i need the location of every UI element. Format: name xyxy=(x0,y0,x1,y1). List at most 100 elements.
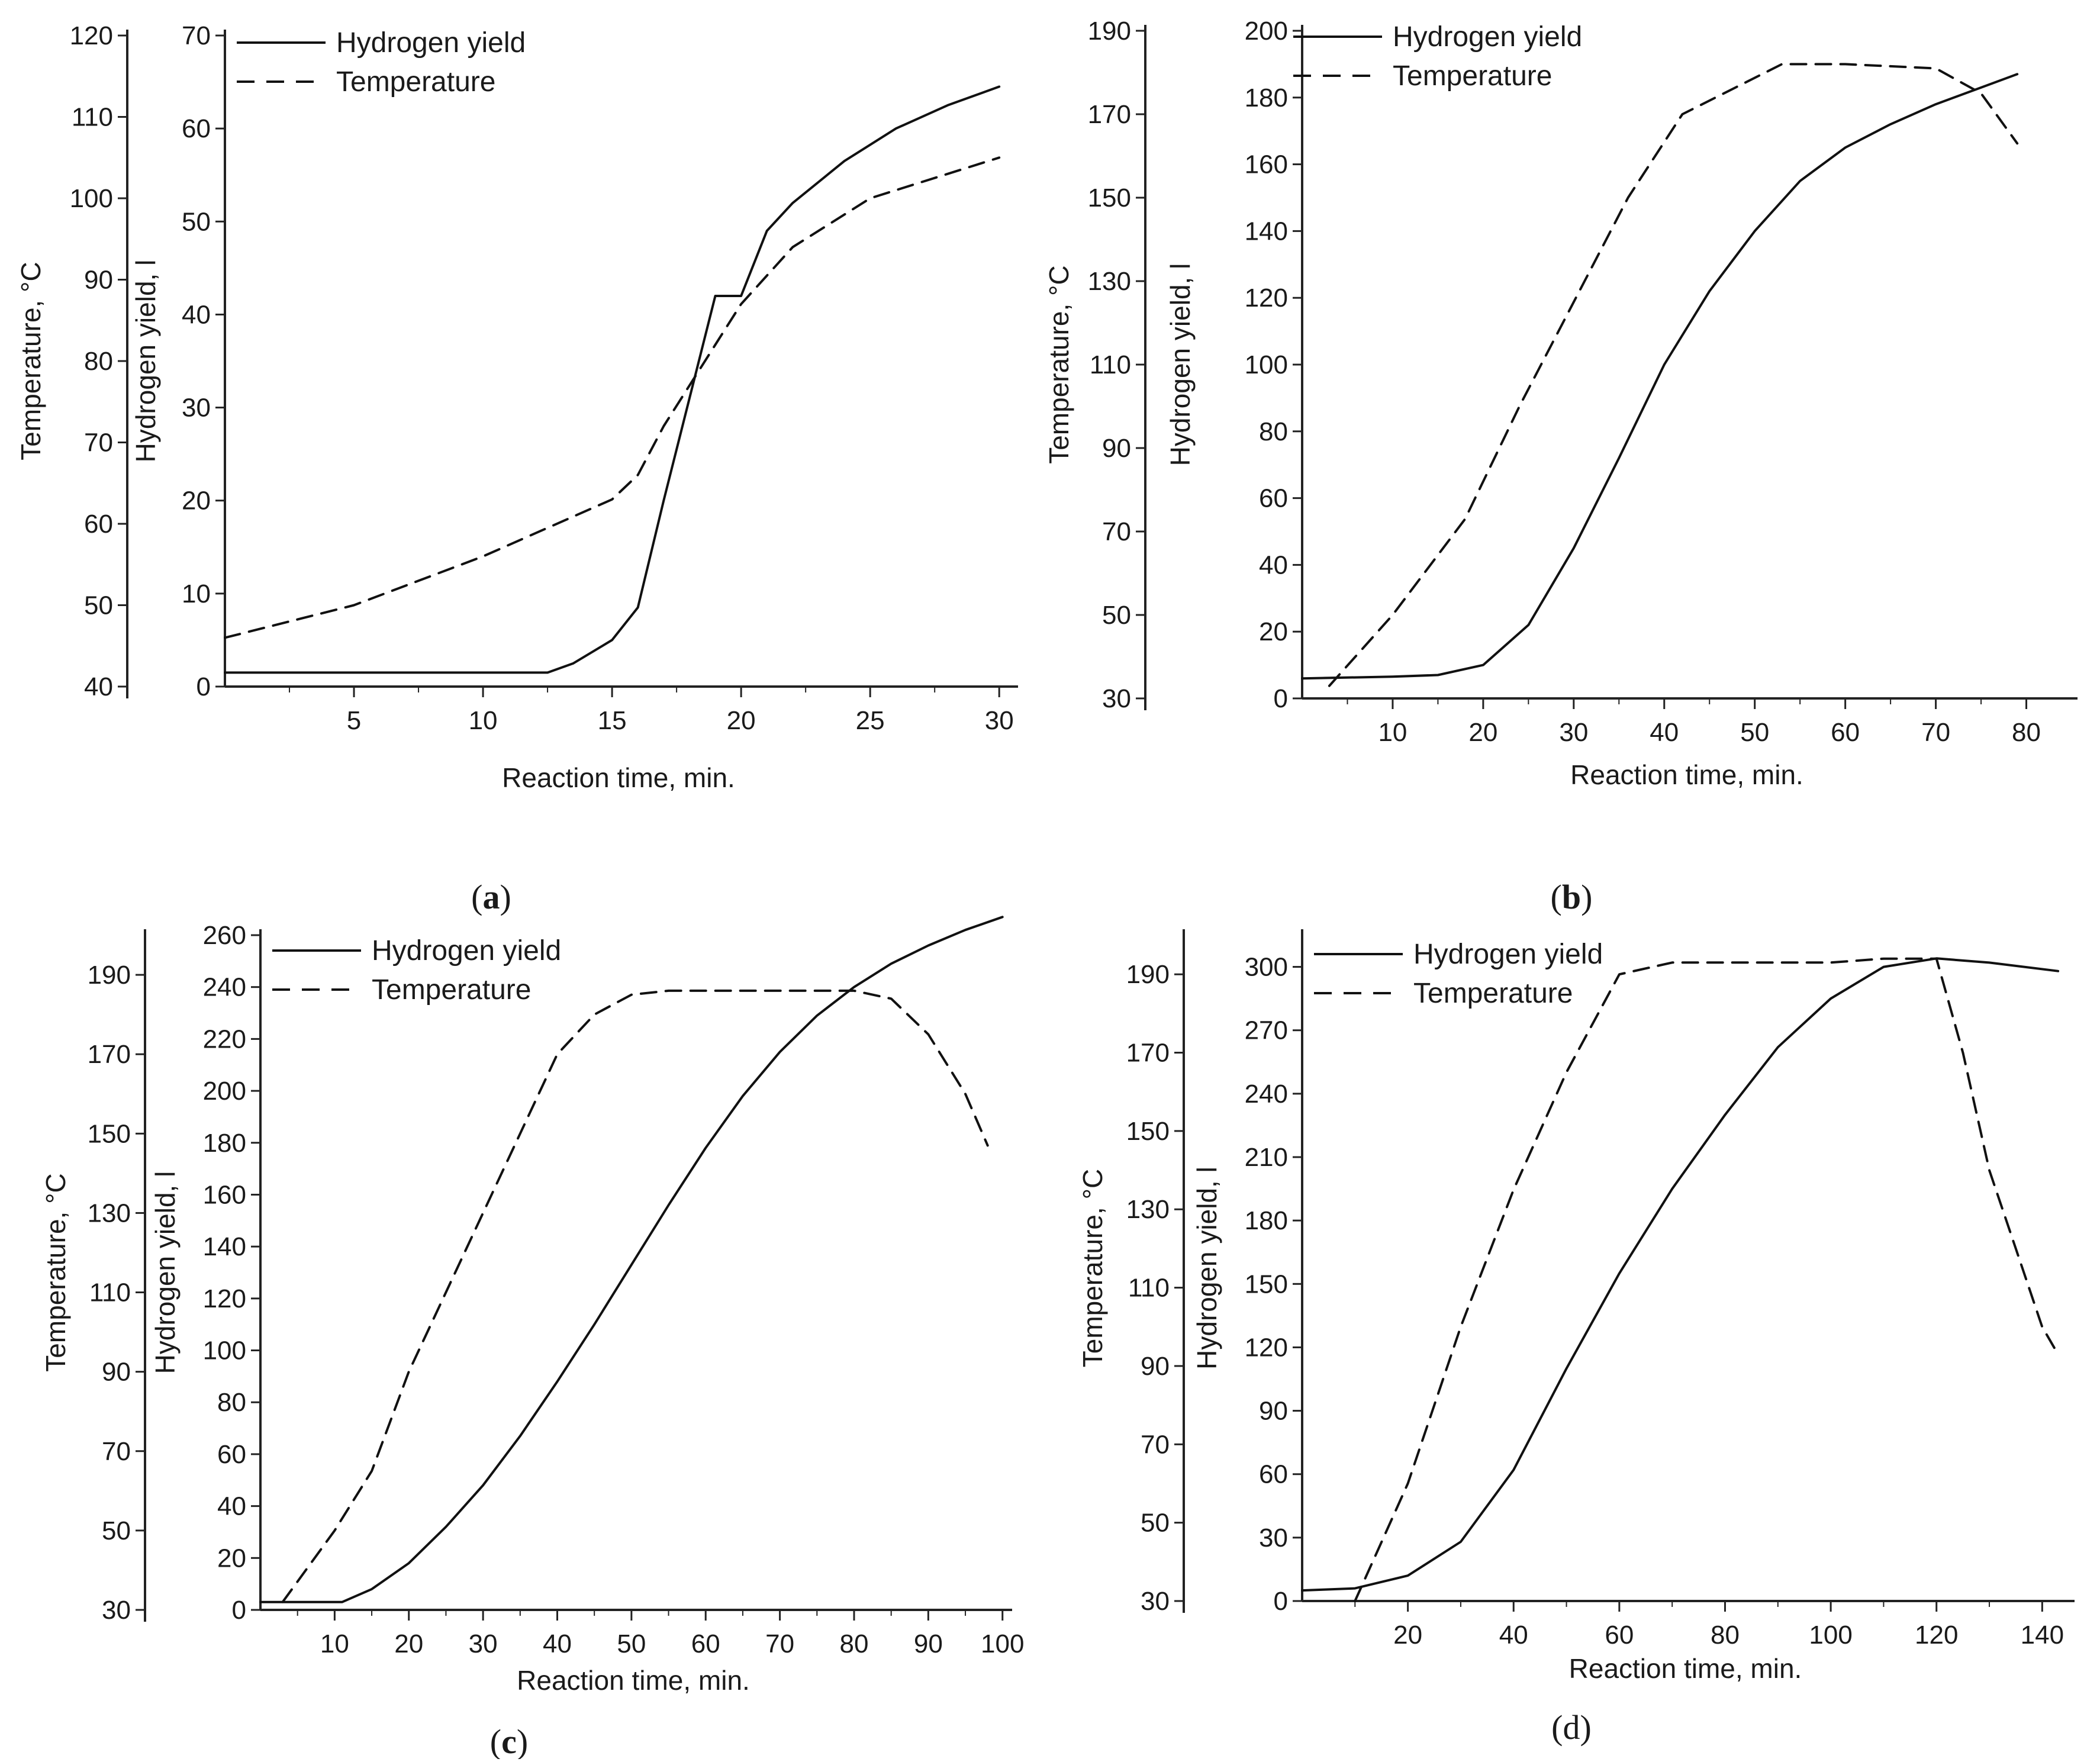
x-tick-label: 40 xyxy=(543,1629,572,1658)
yield-tick-label: 10 xyxy=(182,579,211,608)
x-tick-label: 30 xyxy=(1559,718,1588,747)
x-tick-label: 20 xyxy=(1468,718,1497,747)
panel-label-open: ( xyxy=(1551,878,1562,916)
yield-tick-label: 300 xyxy=(1245,953,1288,982)
temperature-tick-label: 70 xyxy=(1102,517,1131,546)
x-axis-title: Reaction time, min. xyxy=(517,1665,750,1696)
temperature-tick-label: 150 xyxy=(88,1119,131,1148)
yield-tick-label: 0 xyxy=(197,672,211,701)
x-tick-label: 50 xyxy=(617,1629,646,1658)
yield-tick-label: 240 xyxy=(203,973,246,1002)
temperature-tick-label: 90 xyxy=(1141,1352,1170,1381)
temperature-tick-label: 110 xyxy=(72,103,113,132)
yield-tick-label: 270 xyxy=(1245,1016,1288,1045)
x-tick-label: 60 xyxy=(691,1629,720,1658)
yield-tick-label: 70 xyxy=(182,21,211,50)
yield-axis-title: Hydrogen yield, l xyxy=(1191,1167,1222,1370)
yield-tick-label: 60 xyxy=(1259,1460,1288,1489)
x-tick-label: 80 xyxy=(840,1629,869,1658)
yield-tick-label: 120 xyxy=(203,1284,246,1313)
yield-tick-label: 240 xyxy=(1245,1080,1288,1109)
temperature-tick-label: 50 xyxy=(102,1516,131,1545)
panel-label: (d) xyxy=(1551,1708,1592,1747)
x-tick-label: 50 xyxy=(1740,718,1769,747)
legend-label: Temperature xyxy=(336,66,495,98)
hydrogen-yield-series-line xyxy=(1301,957,2060,1592)
yield-tick-label: 150 xyxy=(1245,1270,1288,1299)
x-tick-label: 80 xyxy=(2012,718,2041,747)
temperature-tick-label: 30 xyxy=(1102,684,1131,713)
yield-tick-label: 20 xyxy=(1259,617,1288,646)
panel-label-letter: (d) xyxy=(1551,1708,1592,1747)
temperature-tick-label: 190 xyxy=(1088,17,1131,46)
x-tick-label: 70 xyxy=(765,1629,794,1658)
yield-tick-label: 20 xyxy=(182,487,211,516)
temperature-tick-label: 170 xyxy=(1088,100,1131,129)
legend-label: Temperature xyxy=(1393,60,1552,92)
x-tick-label: 100 xyxy=(981,1629,1024,1658)
temperature-tick-label: 120 xyxy=(70,21,113,50)
yield-tick-label: 40 xyxy=(1259,550,1288,579)
x-tick-label: 30 xyxy=(469,1629,498,1658)
legend-label: Hydrogen yield xyxy=(372,935,561,967)
temperature-tick-label: 130 xyxy=(1126,1195,1170,1224)
x-tick-label: 10 xyxy=(1378,718,1407,747)
x-tick-label: 10 xyxy=(469,706,498,735)
x-tick-label: 5 xyxy=(347,706,361,735)
yield-tick-label: 0 xyxy=(1274,684,1288,713)
temperature-tick-label: 190 xyxy=(1126,960,1170,989)
temperature-series-line xyxy=(224,156,1001,639)
chart-panel-2: 10 20 30 40 50 60 70 80 0 20 40 60 80 100 120 140 160 180… xyxy=(1043,17,2078,916)
temperature-series-line xyxy=(281,989,989,1603)
x-tick-label: 90 xyxy=(914,1629,943,1658)
yield-tick-label: 100 xyxy=(203,1336,246,1365)
x-axis-title: Reaction time, min. xyxy=(1569,1653,1802,1684)
temperature-series-line xyxy=(1328,63,2019,687)
yield-tick-label: 200 xyxy=(203,1077,246,1106)
yield-tick-label: 160 xyxy=(1245,150,1288,179)
legend-label: Hydrogen yield xyxy=(1393,21,1582,53)
x-tick-label: 40 xyxy=(1499,1621,1528,1650)
yield-tick-label: 260 xyxy=(203,921,246,950)
hydrogen-yield-series-line xyxy=(224,85,1001,674)
panel-label-close: ) xyxy=(517,1722,528,1759)
legend-label: Temperature xyxy=(372,974,531,1006)
panel-label-close: ) xyxy=(1581,878,1592,916)
yield-tick-label: 120 xyxy=(1245,1333,1288,1362)
panel-label-open: ( xyxy=(490,1722,501,1759)
x-tick-label: 120 xyxy=(1915,1621,1958,1650)
yield-tick-label: 180 xyxy=(1245,83,1288,112)
x-tick-label: 40 xyxy=(1650,718,1679,747)
temperature-tick-label: 110 xyxy=(89,1278,131,1307)
x-axis-title: Reaction time, min. xyxy=(1570,759,1803,790)
panel-label-close: ) xyxy=(500,878,511,916)
temperature-axis-title: Temperature, °C xyxy=(40,1173,71,1371)
temperature-tick-label: 110 xyxy=(1128,1274,1170,1303)
yield-tick-label: 100 xyxy=(1245,350,1288,379)
yield-tick-label: 20 xyxy=(217,1544,246,1573)
hydrogen-yield-series-line xyxy=(259,916,1004,1603)
temperature-tick-label: 170 xyxy=(88,1040,131,1069)
yield-tick-label: 60 xyxy=(1259,484,1288,513)
yield-tick-label: 50 xyxy=(182,207,211,236)
temperature-tick-label: 50 xyxy=(1102,601,1131,630)
temperature-tick-label: 60 xyxy=(84,510,113,539)
x-axis-title: Reaction time, min. xyxy=(502,762,735,793)
panel-label: (a) xyxy=(471,878,511,916)
yield-tick-label: 120 xyxy=(1245,284,1288,313)
x-tick-label: 10 xyxy=(320,1629,349,1658)
yield-tick-label: 40 xyxy=(217,1492,246,1521)
yield-tick-label: 90 xyxy=(1259,1397,1288,1426)
yield-tick-label: 80 xyxy=(1259,417,1288,446)
yield-tick-label: 140 xyxy=(203,1232,246,1261)
temperature-tick-label: 130 xyxy=(1088,267,1131,296)
temperature-tick-label: 70 xyxy=(1141,1430,1170,1459)
x-tick-label: 20 xyxy=(394,1629,423,1658)
panel-label: (c) xyxy=(490,1722,528,1759)
temperature-tick-label: 50 xyxy=(84,591,113,620)
yield-tick-label: 0 xyxy=(1274,1587,1288,1616)
panel-label-letter: b xyxy=(1562,878,1581,916)
x-tick-label: 70 xyxy=(1921,718,1950,747)
yield-tick-label: 140 xyxy=(1245,217,1288,246)
